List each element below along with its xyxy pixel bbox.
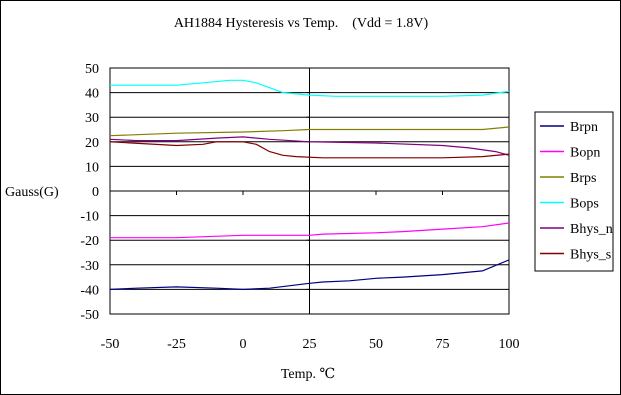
y-tick-label--10: -10 <box>80 210 99 225</box>
legend-box <box>534 111 614 272</box>
y-tick-label-20: 20 <box>85 136 99 151</box>
y-tick-label-40: 40 <box>85 87 99 102</box>
y-tick-label-10: 10 <box>85 160 99 175</box>
legend-label-bopn: Bopn <box>570 146 600 161</box>
y-tick-label-30: 30 <box>85 111 99 126</box>
y-axis-label: Gauss(G) <box>5 185 59 200</box>
chart-title: AH1884 Hysteresis vs Temp. (Vdd = 1.8V) <box>174 16 429 31</box>
x-tick-label--25: -25 <box>167 337 186 352</box>
series-line-brpn <box>109 259 510 290</box>
y-tick-label-0: 0 <box>92 185 99 200</box>
x-tick-label-50: 50 <box>369 337 383 352</box>
y-tick-label--40: -40 <box>80 283 99 298</box>
y-tick-label--50: -50 <box>80 308 99 323</box>
x-tick-label-100: 100 <box>499 337 520 352</box>
legend-label-brpn: Brpn <box>570 120 598 135</box>
series-line-bopn <box>110 222 510 239</box>
series-line-brps <box>109 126 510 137</box>
x-tick-label--50: -50 <box>101 337 120 352</box>
y-tick-label--30: -30 <box>80 259 99 274</box>
legend: Brpn Bopn Brps Bops Bhys_n Bhys_s <box>534 111 614 272</box>
x-tick-label-0: 0 <box>240 337 247 352</box>
axis-layer <box>109 67 510 315</box>
series-layer <box>109 79 510 290</box>
y-tick-label--20: -20 <box>80 234 99 249</box>
x-tick-label-25: 25 <box>303 337 317 352</box>
legend-label-bhys-n: Bhys_n <box>570 222 613 237</box>
y-tick-label-50: 50 <box>85 62 99 77</box>
x-tick-label-75: 75 <box>436 337 450 352</box>
series-line-bhys-n <box>109 136 510 156</box>
series-line-bops <box>110 79 510 97</box>
legend-label-bops: Bops <box>570 197 599 212</box>
legend-label-brps: Brps <box>570 171 596 186</box>
series-line-bhys-s <box>109 141 510 159</box>
x-axis-label: Temp. ℃ <box>281 367 335 382</box>
legend-label-bhys-s: Bhys_s <box>570 248 611 263</box>
